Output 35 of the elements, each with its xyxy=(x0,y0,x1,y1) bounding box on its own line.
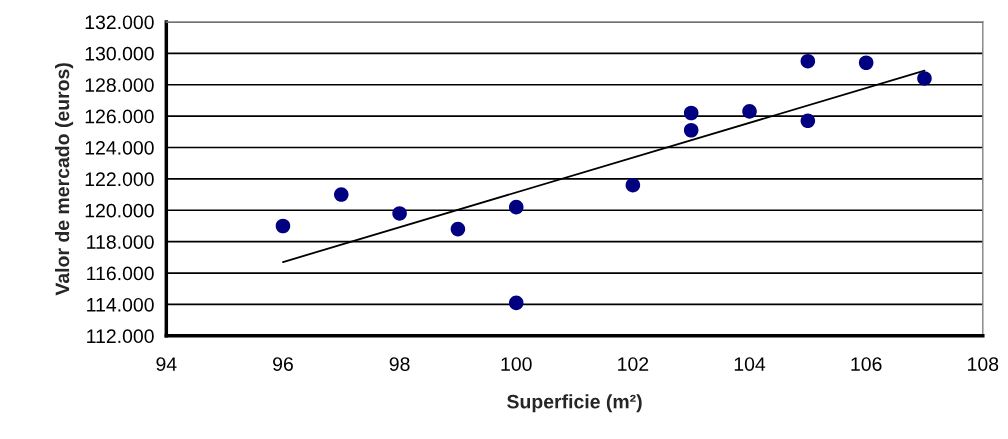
y-tick-label: 116.000 xyxy=(87,266,154,281)
y-tick-label: 132.000 xyxy=(85,15,154,30)
point xyxy=(334,187,349,202)
point xyxy=(450,221,466,237)
x-tick-label: 104 xyxy=(734,357,766,371)
y-tick-label: 120.000 xyxy=(85,203,154,218)
point xyxy=(625,177,641,193)
y-tick-label: 126.000 xyxy=(85,109,154,124)
point xyxy=(683,122,699,138)
x-tick-label: 108 xyxy=(968,357,999,371)
point xyxy=(275,218,291,234)
x-tick-label: 106 xyxy=(851,357,882,371)
y-tick-label: 130.000 xyxy=(85,46,154,61)
x-axis-title: Superficie (m²) xyxy=(507,394,642,413)
x-tick-label: 100 xyxy=(501,357,532,371)
x-tick-label: 96 xyxy=(273,357,293,371)
point xyxy=(917,71,932,86)
point xyxy=(508,295,524,311)
point xyxy=(392,206,407,221)
point xyxy=(508,199,524,215)
y-tick-label: 118.000 xyxy=(87,235,154,249)
point xyxy=(800,53,816,69)
y-tick-label: 114.000 xyxy=(87,297,154,312)
y-axis-title: Valor de mercado (euros) xyxy=(55,63,74,296)
y-tick-label: 124.000 xyxy=(85,140,154,155)
y-tick-label: 112.000 xyxy=(87,329,154,344)
y-tick-label: 122.000 xyxy=(85,172,154,187)
point xyxy=(800,113,816,129)
x-tick-label: 98 xyxy=(389,357,410,371)
point xyxy=(683,105,699,121)
x-tick-label: 94 xyxy=(156,357,177,371)
point xyxy=(858,55,874,71)
x-tick-label: 102 xyxy=(618,357,649,371)
y-tick-label: 128.000 xyxy=(85,78,154,92)
point xyxy=(742,104,757,119)
